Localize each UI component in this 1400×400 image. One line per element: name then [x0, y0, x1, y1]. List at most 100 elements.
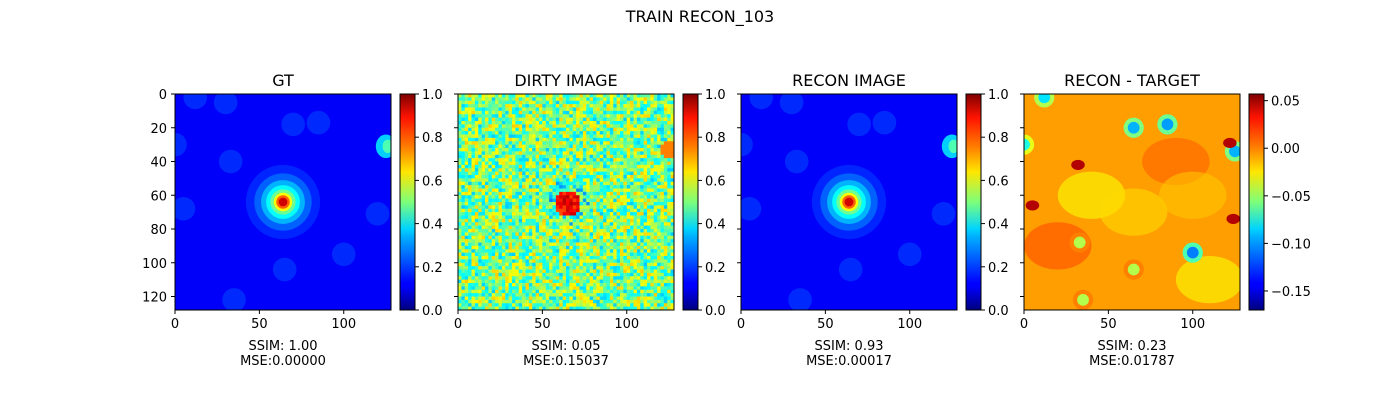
noise-pixel: [495, 97, 499, 102]
noise-pixel: [535, 289, 540, 294]
noise-pixel: [525, 121, 530, 125]
noise-pixel: [508, 141, 513, 145]
noise-pixel: [552, 232, 557, 237]
noise-pixel: [650, 296, 655, 301]
noise-pixel: [501, 131, 506, 135]
noise-pixel: [461, 114, 466, 118]
noise-pixel: [630, 171, 634, 176]
noise-pixel: [515, 191, 520, 196]
noise-pixel: [636, 269, 641, 274]
noise-pixel: [606, 104, 611, 108]
noise-pixel: [589, 124, 594, 129]
noise-pixel: [501, 134, 506, 139]
noise-pixel: [559, 114, 563, 118]
noise-pixel: [616, 127, 621, 132]
noise-pixel: [539, 272, 543, 277]
noise-pixel: [589, 158, 594, 162]
noise-pixel: [491, 299, 496, 304]
noise-pixel: [566, 212, 570, 216]
noise-pixel: [525, 279, 530, 284]
noise-pixel: [474, 144, 479, 149]
noise-pixel: [620, 97, 624, 102]
noise-pixel: [647, 205, 651, 210]
y-tick-label: 20: [150, 122, 167, 137]
noise-pixel: [620, 245, 624, 250]
noise-pixel: [630, 161, 634, 166]
noise-pixel: [522, 299, 526, 304]
noise-pixel: [582, 107, 587, 112]
noise-pixel: [464, 178, 469, 183]
noise-pixel: [566, 161, 570, 166]
noise-pixel: [586, 289, 590, 294]
noise-pixel: [532, 256, 536, 260]
noise-pixel: [552, 181, 557, 186]
noise-pixel: [572, 306, 577, 310]
source-blob: [175, 196, 196, 221]
noise-pixel: [559, 121, 563, 125]
noise-pixel: [609, 134, 614, 139]
noise-pixel: [555, 289, 560, 294]
noise-pixel: [532, 141, 536, 145]
noise-pixel: [491, 289, 496, 294]
noise-pixel: [525, 306, 530, 310]
noise-pixel: [461, 256, 466, 260]
noise-pixel: [609, 286, 614, 291]
noise-pixel: [488, 279, 493, 284]
noise-pixel: [633, 218, 638, 223]
noise-pixel: [599, 185, 604, 189]
noise-pixel: [650, 178, 655, 183]
noise-pixel: [657, 229, 661, 233]
noise-pixel: [586, 151, 590, 156]
noise-pixel: [566, 269, 570, 274]
noise-pixel: [498, 131, 503, 135]
noise-pixel: [609, 293, 614, 297]
noise-pixel: [640, 276, 644, 280]
noise-pixel: [501, 127, 506, 132]
noise-pixel: [569, 303, 574, 307]
noise-pixel: [670, 283, 674, 287]
noise-pixel: [498, 191, 503, 196]
noise-pixel: [620, 239, 624, 243]
noise-pixel: [670, 154, 674, 159]
noise-pixel: [562, 154, 567, 159]
noise-pixel: [539, 148, 543, 152]
noise-pixel: [572, 94, 577, 98]
noise-pixel: [559, 188, 563, 193]
noise-pixel: [576, 104, 580, 108]
noise-pixel: [576, 212, 580, 216]
noise-pixel: [670, 195, 674, 199]
noise-pixel: [542, 235, 547, 240]
noise-pixel: [495, 195, 499, 199]
noise-pixel: [603, 164, 607, 169]
noise-pixel: [663, 259, 668, 264]
noise-pixel: [586, 171, 590, 176]
noise-pixel: [525, 229, 530, 233]
noise-pixel: [647, 178, 651, 183]
noise-pixel: [582, 175, 587, 179]
noise-pixel: [461, 104, 466, 108]
x-tick-label: 50: [534, 317, 551, 332]
noise-pixel: [636, 299, 641, 304]
noise-pixel: [518, 100, 523, 105]
noise-pixel: [579, 124, 584, 129]
noise-pixel: [626, 104, 631, 108]
noise-pixel: [552, 191, 557, 196]
noise-pixel: [606, 94, 611, 98]
noise-pixel: [593, 171, 597, 176]
noise-pixel: [512, 158, 516, 162]
noise-pixel: [626, 100, 631, 105]
noise-pixel: [522, 256, 526, 260]
noise-pixel: [633, 262, 638, 267]
noise-pixel: [572, 262, 577, 267]
noise-pixel: [643, 97, 648, 102]
noise-pixel: [653, 154, 658, 159]
central-source: [278, 197, 288, 207]
noise-pixel: [532, 293, 536, 297]
noise-pixel: [559, 225, 563, 230]
noise-pixel: [471, 286, 476, 291]
noise-pixel: [589, 256, 594, 260]
noise-pixel: [653, 198, 658, 203]
noise-pixel: [461, 262, 466, 267]
noise-pixel: [481, 107, 486, 112]
noise-pixel: [576, 232, 580, 237]
